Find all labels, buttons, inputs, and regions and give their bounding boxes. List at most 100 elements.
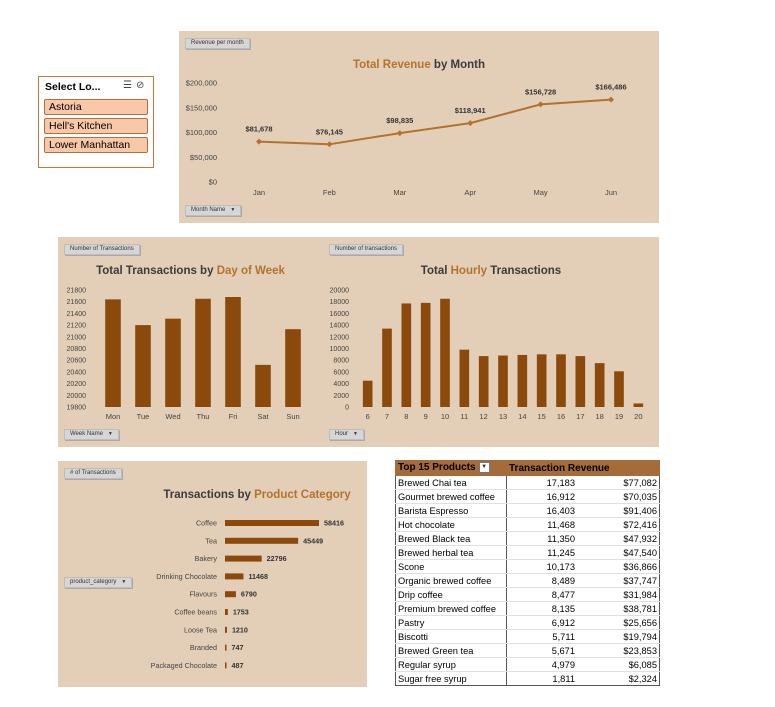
dow-chart-panel: Number of Transactions Total Transaction… (58, 237, 323, 447)
hour-field-button[interactable]: Hour ▼ (329, 429, 364, 440)
revenue-cell: $77,082 (577, 475, 660, 490)
data-label: $118,941 (455, 106, 486, 115)
data-label: 22796 (267, 554, 287, 563)
month-name-field-button[interactable]: Month Name ▼ (185, 205, 242, 216)
x-tick-label: Fri (229, 412, 238, 421)
x-tick-label: Wed (165, 412, 180, 421)
hourly-chart-panel: Number of transactions Total Hourly Tran… (323, 237, 659, 447)
category-value-field-button[interactable]: # of Transactions (64, 468, 122, 479)
transaction-count-cell: 8,135 (506, 601, 577, 616)
filter-dropdown-icon[interactable]: ▼ (478, 462, 490, 474)
product-name-cell: Barista Espresso (395, 503, 507, 518)
data-label: 58416 (324, 519, 344, 528)
y-tick-label: $100,000 (186, 128, 217, 137)
table-row: Barista Espresso 16,403 $91,406 (395, 503, 660, 518)
y-tick-label: 10000 (330, 346, 350, 353)
x-tick-label: 14 (518, 412, 526, 421)
revenue-cell: $70,035 (577, 489, 660, 504)
x-tick-label: Jan (253, 188, 265, 197)
clear-filter-icon[interactable]: ⊘ (136, 80, 145, 91)
product-name-cell: Brewed Black tea (395, 531, 507, 546)
y-tick-label: 20400 (67, 369, 87, 376)
revenue-chart-panel: Revenue per month Total Revenue by Month… (179, 31, 659, 223)
x-tick-label: Sun (286, 412, 299, 421)
x-tick-label: 6 (366, 412, 370, 421)
slicer-item-astoria[interactable]: Astoria (44, 99, 148, 115)
hour-bar (556, 354, 566, 407)
x-tick-label: 10 (441, 412, 449, 421)
revenue-cell: $47,932 (577, 531, 660, 546)
slicer-item-lower-manhattan[interactable]: Lower Manhattan (44, 137, 148, 153)
week-name-field-button[interactable]: Week Name ▼ (64, 429, 119, 440)
product-category-field-button[interactable]: product_category ▼ (64, 577, 133, 588)
y-tick-label: 21200 (67, 323, 87, 330)
x-tick-label: 11 (460, 412, 468, 421)
y-tick-label: 21600 (67, 299, 87, 306)
y-tick-label: $200,000 (186, 79, 217, 88)
hourly-value-field-button[interactable]: Number of transactions (329, 244, 404, 255)
y-tick-label: 20200 (67, 381, 87, 388)
revenue-value-field-button[interactable]: Revenue per month (185, 38, 250, 49)
category-label: Branded (190, 643, 217, 652)
y-tick-label: 2000 (333, 393, 349, 400)
slicer-item-hells-kitchen[interactable]: Hell's Kitchen (44, 118, 148, 134)
y-tick-label: 21000 (67, 334, 87, 341)
y-tick-label: 8000 (333, 358, 349, 365)
revenue-cell: $38,781 (577, 601, 660, 616)
x-tick-label: 7 (385, 412, 389, 421)
x-tick-label: 16 (557, 412, 565, 421)
revenue-series-line (258, 98, 612, 146)
table-row: Regular syrup 4,979 $6,085 (395, 657, 660, 672)
table-row: Brewed Black tea 11,350 $47,932 (395, 531, 660, 546)
revenue-cell: $36,866 (577, 559, 660, 574)
x-tick-label: 15 (537, 412, 545, 421)
x-tick-label: 13 (499, 412, 507, 421)
transaction-count-cell: 1,811 (506, 671, 577, 686)
y-tick-label: 6000 (333, 369, 349, 376)
category-label: Flavours (189, 590, 217, 599)
table-row: Biscotti 5,711 $19,794 (395, 629, 660, 644)
x-tick-label: 18 (595, 412, 603, 421)
table-row: Premium brewed coffee 8,135 $38,781 (395, 601, 660, 616)
category-bar (225, 662, 227, 669)
transaction-count-cell: 8,489 (506, 573, 577, 588)
data-label: 1210 (232, 625, 248, 634)
transaction-count-cell: 17,183 (506, 475, 577, 490)
product-name-cell: Brewed Chai tea (395, 475, 507, 490)
category-bar (225, 520, 319, 526)
category-bar (225, 573, 244, 580)
data-point (537, 101, 544, 108)
revenue-cell: $23,853 (577, 643, 660, 658)
category-bar-chart: Coffee 58416 Tea 45449 Bakery 22796 Drinking C… (151, 519, 344, 670)
product-name-cell: Hot chocolate (395, 517, 507, 532)
hourly-chart-title: Total Hourly Transactions (420, 265, 562, 277)
data-point (256, 138, 262, 145)
dow-value-field-button[interactable]: Number of Transactions (64, 244, 140, 255)
products-column-header[interactable]: Top 15 Products ▼ (395, 460, 507, 476)
category-label: Loose Tea (184, 625, 217, 634)
hour-bar (459, 349, 470, 407)
product-name-cell: Organic brewed coffee (395, 573, 507, 588)
hour-bar (498, 355, 508, 407)
hour-bar (536, 354, 547, 407)
table-row: Hot chocolate 11,468 $72,416 (395, 517, 660, 532)
day-bar (225, 297, 241, 407)
slicer-title: Select Lo... (45, 81, 101, 93)
product-name-cell: Sugar free syrup (395, 671, 507, 686)
transaction-count-cell: 5,711 (506, 629, 577, 644)
category-bar (225, 626, 227, 633)
data-label: 747 (232, 643, 244, 652)
y-tick-label: 20000 (330, 288, 350, 295)
data-label: 45449 (303, 536, 323, 545)
multi-select-icon[interactable]: ☰ (123, 80, 132, 91)
category-chart-title: Transactions by Product Category (163, 489, 351, 501)
x-tick-label: Jun (605, 188, 617, 197)
revenue-cell: $37,747 (577, 573, 660, 588)
x-tick-label: Feb (323, 188, 336, 197)
day-bar (105, 299, 121, 407)
transaction-count-cell: 4,979 (506, 657, 577, 672)
data-label: $98,835 (386, 116, 413, 125)
revenue-cell: $25,656 (577, 615, 660, 630)
data-label: $166,486 (595, 83, 626, 92)
dow-chart-title: Total Transactions by Day of Week (96, 265, 285, 277)
